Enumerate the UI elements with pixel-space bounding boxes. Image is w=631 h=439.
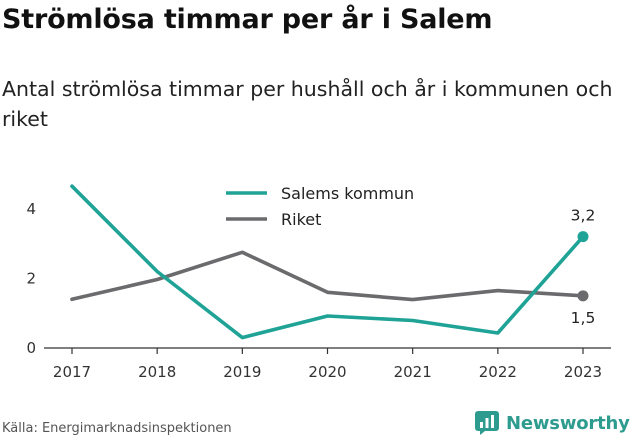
y-tick-label: 2: [26, 269, 36, 287]
x-tick-label: 2018: [138, 363, 176, 381]
x-tick-label: 2017: [53, 363, 91, 381]
series-line-riket: [70, 250, 585, 302]
series-end-label: 3,2: [571, 207, 596, 225]
legend-label: Riket: [281, 210, 321, 229]
source-note: Källa: Energimarknadsinspektionen: [2, 421, 232, 436]
newsworthy-logo-icon: [475, 411, 499, 435]
series-end-point: [577, 231, 589, 243]
x-tick-label: 2020: [308, 363, 346, 381]
brand-name: Newsworthy: [506, 412, 630, 434]
legend-label: Salems kommun: [281, 184, 414, 203]
chart-title: Strömlösa timmar per år i Salem: [2, 4, 493, 35]
x-tick-label: 2019: [223, 363, 261, 381]
y-tick-label: 4: [26, 200, 36, 218]
chart-subtitle: Antal strömlösa timmar per hushåll och å…: [2, 77, 613, 131]
line-chart: 0 2 4 2017 2018 2019 2020 2021 2022 2023 3,2 1,5 Sal…: [26, 178, 611, 381]
x-tick-label: 2022: [479, 363, 517, 381]
x-tick-label: 2023: [564, 363, 602, 381]
legend-box: [219, 178, 439, 236]
y-tick-label: 0: [26, 339, 36, 357]
series-end-point: [577, 290, 589, 302]
series-end-label: 1,5: [571, 309, 596, 327]
brand-logo[interactable]: Newsworthy: [475, 408, 630, 438]
x-tick-label: 2021: [394, 363, 432, 381]
series-line-salems-kommun: [70, 184, 585, 340]
